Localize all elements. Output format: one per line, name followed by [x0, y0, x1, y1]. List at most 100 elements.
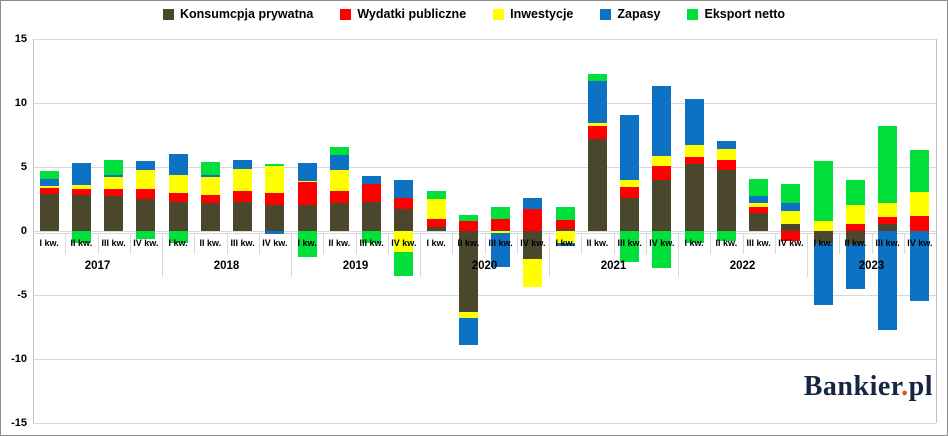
y-axis-tick-label: -15: [11, 417, 27, 429]
legend-swatch: [687, 8, 699, 20]
bar-segment: [620, 231, 640, 263]
legend-swatch: [600, 8, 612, 20]
quarter-tick: [97, 233, 99, 254]
bar-segment: [426, 218, 446, 228]
bar-segment: [813, 160, 833, 221]
chart-legend: Konsumcpja prywatna Wydatki publiczne Inwe…: [1, 7, 947, 21]
bar-segment: [587, 139, 607, 231]
bar-segment: [104, 188, 124, 197]
bar-segment: [168, 201, 188, 231]
quarter-tick: [355, 233, 357, 254]
bar-segment: [39, 188, 59, 194]
bar-segment: [136, 231, 156, 239]
bar-segment: [749, 179, 769, 196]
x-axis-year-label: 2017: [84, 260, 111, 272]
bar-segment: [233, 202, 253, 231]
bar-segment: [394, 231, 414, 253]
bar-segment: [845, 204, 865, 224]
x-axis-quarter-label: II kw.: [70, 238, 93, 248]
bar-segment: [716, 169, 736, 231]
legend-label: Inwestycje: [510, 7, 574, 21]
bar-segment: [491, 231, 511, 233]
bar-segment: [878, 231, 898, 330]
x-axis-quarter-label: IV kw.: [262, 238, 288, 248]
x-axis-quarter-label: IV kw.: [778, 238, 804, 248]
bar-segment: [394, 252, 414, 277]
y-axis-tick-label: 15: [14, 33, 27, 45]
quarter-tick: [129, 233, 131, 254]
bar-segment: [329, 147, 349, 155]
x-axis-quarter-label: I kw.: [426, 238, 446, 248]
bar-segment: [168, 193, 188, 202]
bar-segment: [394, 209, 414, 231]
bar-segment: [749, 213, 769, 231]
quarter-tick: [645, 233, 647, 254]
bar-segment: [426, 199, 446, 219]
legend-label: Wydatki publiczne: [357, 7, 467, 21]
bar-segment: [39, 186, 59, 189]
x-axis-year-label: 2021: [600, 260, 627, 272]
bankier-logo-dot: .: [901, 371, 909, 402]
quarter-tick: [194, 233, 196, 254]
x-axis-quarter-label: I kw.: [813, 238, 833, 248]
year-separator: [162, 233, 163, 277]
bar-segment: [845, 231, 865, 245]
x-axis-quarter-label: II kw.: [457, 238, 480, 248]
bar-segment: [71, 189, 91, 196]
bar-segment: [813, 220, 833, 231]
bar-segment: [136, 199, 156, 231]
quarter-tick: [484, 233, 486, 254]
x-axis-quarter-label: I kw.: [168, 238, 188, 248]
bar-segment: [684, 231, 704, 243]
gridline-y-15: [33, 39, 936, 40]
bar-segment: [652, 156, 672, 166]
bar-segment: [684, 163, 704, 231]
bar-segment: [329, 191, 349, 204]
plot-right-border: [936, 39, 937, 423]
bar-segment: [104, 176, 124, 189]
bar-segment: [200, 194, 220, 203]
bar-segment: [71, 162, 91, 185]
bar-segment: [426, 191, 446, 199]
quarter-tick: [613, 233, 615, 254]
bar-segment: [458, 311, 478, 319]
x-axis-quarter-label: II kw.: [844, 238, 867, 248]
y-axis-tick-label: 10: [14, 97, 27, 109]
gridline-y-5: [33, 167, 936, 168]
year-separator: [291, 233, 292, 277]
bar-segment: [716, 231, 736, 241]
bar-segment: [523, 231, 543, 260]
bar-segment: [845, 223, 865, 231]
bar-segment: [362, 183, 382, 203]
legend-label: Eksport netto: [704, 7, 786, 21]
x-axis-quarter-label: IV kw.: [391, 238, 417, 248]
bar-segment: [620, 197, 640, 231]
year-separator: [807, 233, 808, 277]
y-axis-line: [33, 39, 34, 423]
bar-segment: [587, 123, 607, 127]
bar-segment: [749, 195, 769, 204]
bar-segment: [910, 149, 930, 192]
x-axis-quarter-label: III kw.: [488, 238, 513, 248]
x-axis-quarter-label: II kw.: [715, 238, 738, 248]
bar-segment: [620, 179, 640, 187]
bar-segment: [491, 229, 511, 231]
legend-swatch: [162, 8, 174, 20]
legend-label: Konsumcpja prywatna: [179, 7, 314, 21]
gridline-y-0: [33, 231, 936, 232]
bar-segment: [104, 159, 124, 175]
bar-segment: [200, 174, 220, 178]
bankier-logo: Bankier.pl: [804, 372, 933, 402]
bar-segment: [136, 160, 156, 170]
quarter-tick: [742, 233, 744, 254]
bar-segment: [878, 216, 898, 224]
bar-segment: [813, 242, 833, 306]
bar-segment: [233, 190, 253, 203]
bar-segment: [426, 227, 446, 231]
x-axis-quarter-label: II kw.: [328, 238, 351, 248]
bar-segment: [297, 181, 317, 182]
quarter-tick: [903, 233, 905, 254]
x-axis-quarter-label: IV kw.: [649, 238, 675, 248]
legend-label: Zapasy: [617, 7, 661, 21]
